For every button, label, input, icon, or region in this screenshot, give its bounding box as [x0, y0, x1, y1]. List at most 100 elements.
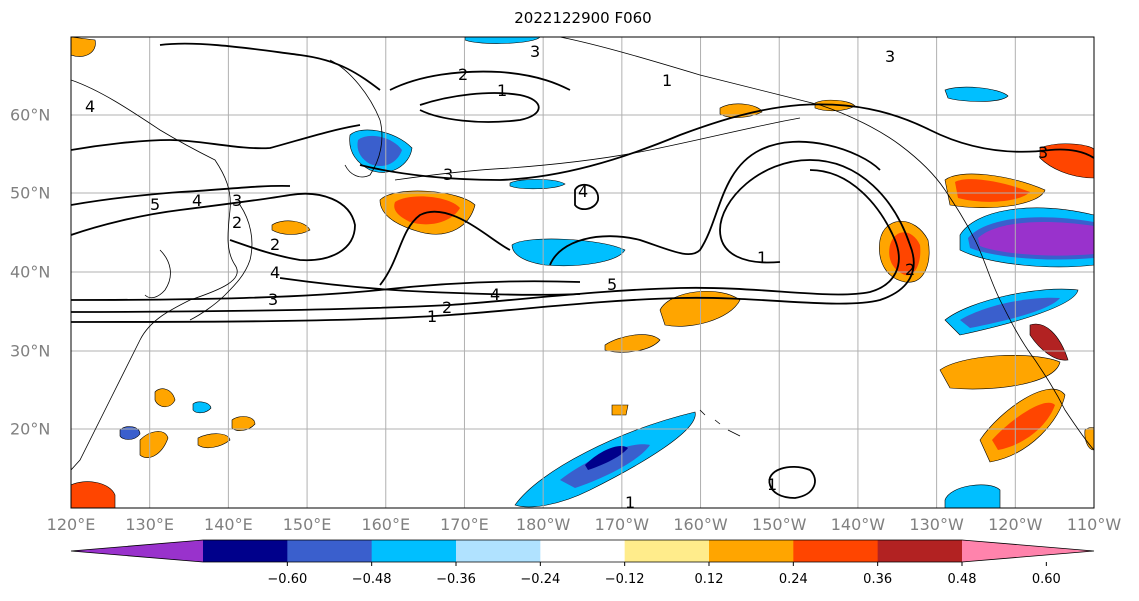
- shade-positive-central-1: [659, 290, 741, 327]
- shaded-anomalies: [71, 37, 1094, 508]
- colorbar-swatch: [287, 540, 373, 562]
- contour-label: 1: [757, 248, 767, 267]
- colorbar-extend-high: [962, 540, 1094, 562]
- map-title: 2022122900 F060: [514, 9, 652, 27]
- longitude-label: 140°E: [204, 515, 253, 534]
- shade-negative-small-2: [192, 401, 212, 414]
- longitude-label: 180°W: [515, 515, 571, 534]
- shade-positive-aleut: [719, 103, 763, 118]
- shade-positive-central-3: [611, 404, 629, 416]
- contour-northern-3: [159, 42, 381, 91]
- colorbar-tick-label: −0.12: [604, 572, 645, 587]
- shade-negative-west-coast-3: [978, 222, 1094, 256]
- contour-label: 5: [607, 275, 617, 294]
- contour-label: 3: [232, 191, 242, 210]
- contour-label: 2: [905, 260, 915, 279]
- shade-negative-alaska: [944, 86, 1009, 102]
- contour-label: 4: [578, 182, 588, 201]
- contour-label: 5: [150, 195, 160, 214]
- longitude-label: 150°E: [282, 515, 332, 534]
- contour-label: 4: [192, 191, 202, 210]
- colorbar-tick-label: −0.24: [520, 572, 561, 587]
- contour-label: 2: [232, 213, 242, 232]
- contour-label: 2: [458, 65, 468, 84]
- contour-northern-1: [71, 124, 361, 151]
- longitude-label: 120°E: [46, 515, 96, 534]
- shade-positive-subtropical-1: [939, 355, 1061, 390]
- colorbar-tick-label: −0.48: [351, 572, 392, 587]
- coastlines: [71, 37, 1094, 471]
- shade-positive-philippine-2: [197, 433, 231, 449]
- longitude-label: 130°W: [909, 515, 964, 534]
- colorbar-swatch: [624, 540, 710, 562]
- contour-labels: 3 2 1 3 4 5 4 3 2 4 3 2 1 4 5 1 1 3 2 1 …: [85, 42, 1048, 512]
- longitude-label: 170°E: [440, 515, 489, 534]
- contour-label: 3: [1038, 143, 1048, 162]
- latitude-label: 40°N: [10, 262, 51, 282]
- shade-positive-japan: [271, 220, 311, 235]
- contour-label: 1: [767, 475, 777, 494]
- shade-positive-philippine: [139, 431, 169, 458]
- contour-label: 4: [270, 263, 280, 282]
- shade-positive-subtropical-2b: [992, 402, 1055, 450]
- contour-2-south: [71, 169, 900, 313]
- height-contours: [71, 42, 1094, 499]
- map-frame: [70, 36, 1095, 509]
- contour-label: 4: [490, 285, 500, 304]
- shade-negative-mid-2: [509, 179, 566, 190]
- colorbar-tick-label: 0.36: [863, 572, 893, 587]
- longitude-label: 120°W: [988, 515, 1043, 534]
- contour-label: 3: [443, 165, 453, 184]
- colorbar-swatch: [877, 540, 963, 562]
- latitude-label: 50°N: [10, 183, 51, 203]
- shade-positive-gulf-alaska-2: [955, 179, 1030, 202]
- colorbar-tick-label: 0.24: [778, 572, 808, 587]
- contour-small-4: [574, 183, 599, 211]
- contour-label: 2: [442, 298, 452, 317]
- contour-label: 4: [85, 97, 95, 116]
- shade-negative-mid: [511, 238, 626, 267]
- coast-korea: [144, 249, 171, 299]
- colorbar-extend-low: [71, 540, 203, 562]
- contour-small-low: [768, 465, 816, 499]
- contour-label: 2: [270, 235, 280, 254]
- colorbar-swatch: [371, 540, 457, 562]
- coast-na-west: [944, 189, 1094, 451]
- colorbar-tick-label: −0.60: [267, 572, 308, 587]
- contour-2-north: [389, 70, 571, 91]
- colorbar-tick-label: −0.36: [436, 572, 476, 587]
- colorbar-tick-label: 0.12: [694, 572, 724, 587]
- coast-kamchatka: [329, 59, 383, 178]
- longitude-label: 110°W: [1066, 515, 1122, 534]
- latitude-label: 20°N: [10, 419, 51, 439]
- shade-negative-small-1: [119, 426, 141, 440]
- colorbar-swatch: [203, 540, 288, 562]
- colorbar-tick-label: 0.60: [1031, 572, 1061, 587]
- coast-alaska: [559, 37, 946, 191]
- longitude-label: 170°W: [594, 515, 650, 534]
- contour-1-north: [419, 92, 540, 123]
- coast-japan: [189, 204, 253, 321]
- coast-hawaii: [699, 409, 741, 437]
- shade-negative-kamchatka-2: [357, 135, 402, 167]
- shade-negative-far-east: [944, 484, 1001, 508]
- contour-ridge: [549, 140, 881, 266]
- shade-positive-central-2: [604, 334, 661, 353]
- longitude-label: 140°W: [830, 515, 886, 534]
- map-plot-area: 3 2 1 3 4 5 4 3 2 4 3 2 1 4 5 1 1 3 2 1 …: [71, 37, 1094, 512]
- latitude-label: 30°N: [10, 341, 51, 361]
- colorbar-swatch: [456, 540, 541, 562]
- contour-label: 1: [427, 307, 437, 326]
- longitude-label: 160°W: [673, 515, 728, 534]
- coast-asia: [71, 79, 238, 471]
- contour-label: 1: [625, 493, 635, 512]
- colorbar-swatch: [793, 540, 879, 562]
- contour-northern-2: [359, 103, 1094, 181]
- longitude-label: 150°W: [752, 515, 807, 534]
- contour-5-west: [71, 192, 356, 262]
- contour-label: 1: [497, 81, 507, 100]
- colorbar-swatch: [709, 540, 794, 562]
- contour-3-south: [71, 280, 581, 301]
- contour-label: 1: [662, 71, 672, 90]
